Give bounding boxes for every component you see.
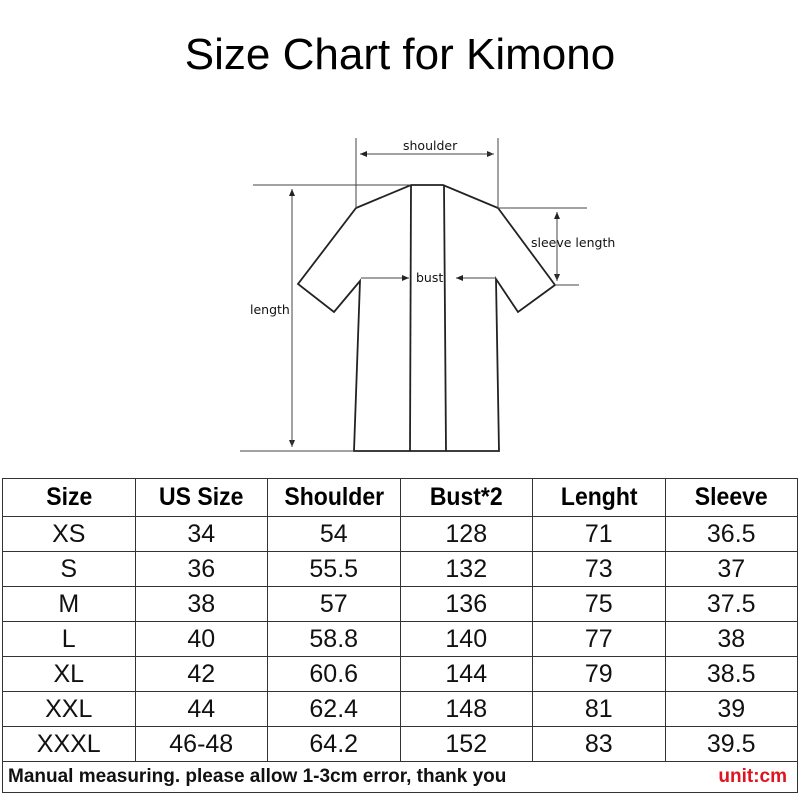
unit-label: unit:cm [718, 766, 787, 787]
header-length: Lenght [537, 478, 661, 517]
table-cell: 39.5 [664, 726, 798, 762]
table-cell: 38 [664, 621, 798, 657]
header-sleeve: Sleeve [669, 478, 793, 517]
table-cell: 57 [267, 586, 401, 622]
table-cell: 34 [134, 516, 268, 552]
table-row: XL 42 60.6 144 79 38.5 [2, 656, 798, 692]
kimono-outline [296, 184, 557, 452]
table-cell: 81 [532, 691, 666, 727]
table-row: M 38 57 136 75 37.5 [2, 586, 798, 622]
table-cell: 144 [399, 656, 533, 692]
table-cell: 37 [664, 551, 798, 587]
kimono-diagram [240, 138, 587, 452]
sleeve-length-label: sleeve length [531, 235, 616, 250]
table-cell: S [2, 551, 136, 587]
table-cell: 128 [399, 516, 533, 552]
header-shoulder: Shoulder [272, 478, 396, 517]
table-header-row: Size US Size Shoulder Bust*2 Lenght Slee… [3, 478, 798, 517]
table-row: XXL 44 62.4 148 81 39 [2, 691, 798, 727]
table-cell: XXXL [2, 726, 136, 762]
table-cell: 75 [532, 586, 666, 622]
page-title: Size Chart for Kimono [184, 30, 616, 79]
table-cell: 36 [134, 551, 268, 587]
table-row: XXXL 46-48 64.2 152 83 39.5 [2, 726, 798, 762]
table-cell: 132 [399, 551, 533, 587]
table-cell: 148 [399, 691, 533, 727]
measure-lines [240, 138, 587, 452]
table-cell: 71 [532, 516, 666, 552]
table-cell: 152 [399, 726, 533, 762]
table-cell: 64.2 [267, 726, 401, 762]
header-size: Size [7, 478, 131, 517]
table-cell: 83 [532, 726, 666, 762]
header-bust: Bust*2 [404, 478, 528, 517]
bust-label: bust [416, 270, 444, 285]
measuring-note: Manual measuring. please allow 1-3cm err… [8, 766, 507, 787]
size-table: Size US Size Shoulder Bust*2 Lenght Slee… [2, 478, 798, 793]
table-row: XS 34 54 128 71 36.5 [2, 516, 798, 552]
table-cell: XS [2, 516, 136, 552]
table-cell: 39 [664, 691, 798, 727]
table-cell: XL [2, 656, 136, 692]
shoulder-label: shoulder [403, 138, 458, 153]
table-cell: 38 [134, 586, 268, 622]
table-cell: 58.8 [267, 621, 401, 657]
table-cell: 73 [532, 551, 666, 587]
table-cell: 136 [399, 586, 533, 622]
table-cell: 140 [399, 621, 533, 657]
table-cell: 44 [134, 691, 268, 727]
table-cell: 77 [532, 621, 666, 657]
table-cell: 62.4 [267, 691, 401, 727]
table-cell: 40 [134, 621, 268, 657]
table-row: S 36 55.5 132 73 37 [2, 551, 798, 587]
table-cell: XXL [2, 691, 136, 727]
table-row: L 40 58.8 140 77 38 [2, 621, 798, 657]
length-label: length [250, 302, 290, 317]
table-cell: 55.5 [267, 551, 401, 587]
table-cell: M [2, 586, 136, 622]
table-cell: 60.6 [267, 656, 401, 692]
table-cell: L [2, 621, 136, 657]
table-cell: 54 [267, 516, 401, 552]
table-cell: 42 [134, 656, 268, 692]
header-us-size: US Size [139, 478, 263, 517]
table-cell: 36.5 [664, 516, 798, 552]
table-cell: 38.5 [664, 656, 798, 692]
table-cell: 37.5 [664, 586, 798, 622]
footer-row: Manual measuring. please allow 1-3cm err… [2, 761, 798, 793]
table-cell: 46-48 [134, 726, 268, 762]
table-cell: 79 [532, 656, 666, 692]
